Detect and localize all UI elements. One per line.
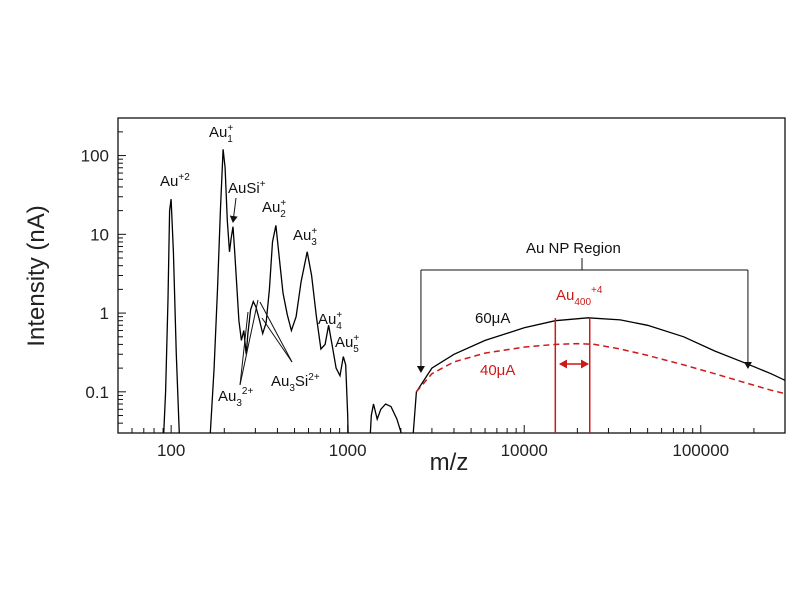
au3si-pointer-a xyxy=(259,301,293,363)
x-tick-label: 10000 xyxy=(501,441,548,460)
y-tick-label: 0.1 xyxy=(85,383,109,402)
label-40uA: 40μA xyxy=(480,362,515,379)
x-tick-label: 100000 xyxy=(672,441,729,460)
label-au3-2plus: Au32+ xyxy=(218,386,253,409)
annotation-pointers xyxy=(229,197,293,386)
label-au400: Au400+4 xyxy=(556,285,603,308)
label-60uA: 60μA xyxy=(475,310,510,327)
y-axis-title: Intensity (nA) xyxy=(23,205,50,346)
y-tick-label: 100 xyxy=(81,147,109,166)
y-axis-tick-labels: 0.1 1 10 100 xyxy=(81,147,109,402)
label-au4-plus: Au+ 4 xyxy=(318,310,342,332)
label-au-plus2: Au+2 xyxy=(160,172,190,190)
series-line-60uA xyxy=(163,149,785,433)
label-np-region: Au NP Region xyxy=(526,240,621,257)
x-axis-tick-labels: 100 1000 10000 100000 xyxy=(157,441,729,460)
y-axis-ticks xyxy=(118,117,126,434)
x-tick-label: 100 xyxy=(157,441,185,460)
x-tick-label: 1000 xyxy=(329,441,367,460)
label-au3si-2plus: Au3Si2+ xyxy=(271,372,320,394)
label-au5-plus: Au+ 5 xyxy=(335,333,359,355)
label-au2-plus: Au+ 2 xyxy=(262,198,286,220)
label-au1-plus: Au+ 1 xyxy=(209,123,233,145)
x-axis-ticks xyxy=(117,425,786,433)
series-line-40uA xyxy=(415,342,785,395)
y-tick-label: 1 xyxy=(100,304,109,323)
au3si-pointer-b xyxy=(261,317,293,363)
label-ausi-plus: AuSi+ xyxy=(228,179,266,197)
np-region-bracket xyxy=(416,258,752,373)
au3-2plus-pointer-a xyxy=(239,299,259,386)
peak-annotations: Au+2 Au+ 1 AuSi+ Au+ 2 Au+ 3 Au+ 4 Au+ 5 Au32… xyxy=(160,123,621,409)
au400-markers xyxy=(554,318,591,433)
au3-2plus-pointer-b xyxy=(239,311,249,386)
y-tick-label: 10 xyxy=(90,225,109,244)
label-au3-plus: Au+ 3 xyxy=(293,226,317,248)
x-axis-title: m/z xyxy=(430,449,469,476)
ausi-pointer xyxy=(229,197,238,223)
